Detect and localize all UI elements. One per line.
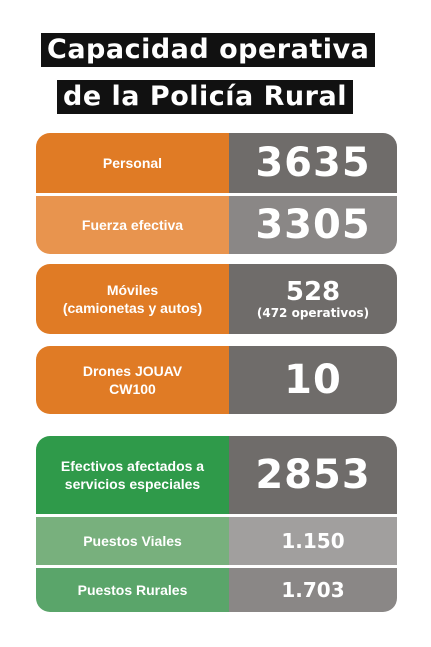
puestos-viales-value-cell: 1.150 xyxy=(229,517,397,565)
drones-label: Drones JOUAV CW100 xyxy=(36,346,229,414)
moviles-note: (472 operativos) xyxy=(256,306,370,320)
personal-value: 3635 xyxy=(255,140,371,186)
fuerza-efectiva-row: Fuerza efectiva 3305 xyxy=(36,196,397,254)
title-line-1: Capacidad operativa xyxy=(41,33,376,67)
drones-label-line1: Drones JOUAV xyxy=(82,363,183,379)
moviles-value-cell: 528 (472 operativos) xyxy=(229,264,397,334)
personal-value-cell: 3635 xyxy=(229,133,397,193)
moviles-card: Móviles (camionetas y autos) 528 (472 op… xyxy=(36,264,397,334)
efectivos-value-cell: 2853 xyxy=(229,436,397,514)
efectivos-row: Efectivos afectados a servicios especial… xyxy=(36,436,397,514)
puestos-viales-label: Puestos Viales xyxy=(36,517,229,565)
fuerza-efectiva-label: Fuerza efectiva xyxy=(36,196,229,254)
drones-label-line2: CW100 xyxy=(109,381,156,397)
puestos-rurales-value: 1.703 xyxy=(281,578,345,602)
personal-label: Personal xyxy=(36,133,229,193)
fuerza-efectiva-value-cell: 3305 xyxy=(229,196,397,254)
drones-row: Drones JOUAV CW100 10 xyxy=(36,346,397,414)
moviles-row: Móviles (camionetas y autos) 528 (472 op… xyxy=(36,264,397,334)
puestos-rurales-label: Puestos Rurales xyxy=(36,568,229,612)
moviles-label: Móviles (camionetas y autos) xyxy=(36,264,229,334)
personal-card: Personal 3635 Fuerza efectiva 3305 xyxy=(36,133,397,254)
personal-row: Personal 3635 xyxy=(36,133,397,193)
moviles-label-line2: (camionetas y autos) xyxy=(62,300,203,316)
moviles-label-line1: Móviles xyxy=(106,282,159,298)
drones-value: 10 xyxy=(284,357,342,403)
efectivos-card: Efectivos afectados a servicios especial… xyxy=(36,436,397,612)
efectivos-label: Efectivos afectados a servicios especial… xyxy=(36,436,229,514)
puestos-viales-value: 1.150 xyxy=(281,529,345,553)
drones-value-cell: 10 xyxy=(229,346,397,414)
puestos-viales-row: Puestos Viales 1.150 xyxy=(36,517,397,565)
moviles-value: 528 xyxy=(285,277,341,307)
efectivos-label-line2: servicios especiales xyxy=(64,476,201,492)
puestos-rurales-row: Puestos Rurales 1.703 xyxy=(36,568,397,612)
puestos-rurales-value-cell: 1.703 xyxy=(229,568,397,612)
fuerza-efectiva-value: 3305 xyxy=(255,202,371,248)
efectivos-value: 2853 xyxy=(255,452,371,498)
efectivos-label-line1: Efectivos afectados a xyxy=(60,458,205,474)
title-line-2: de la Policía Rural xyxy=(57,80,353,114)
drones-card: Drones JOUAV CW100 10 xyxy=(36,346,397,414)
